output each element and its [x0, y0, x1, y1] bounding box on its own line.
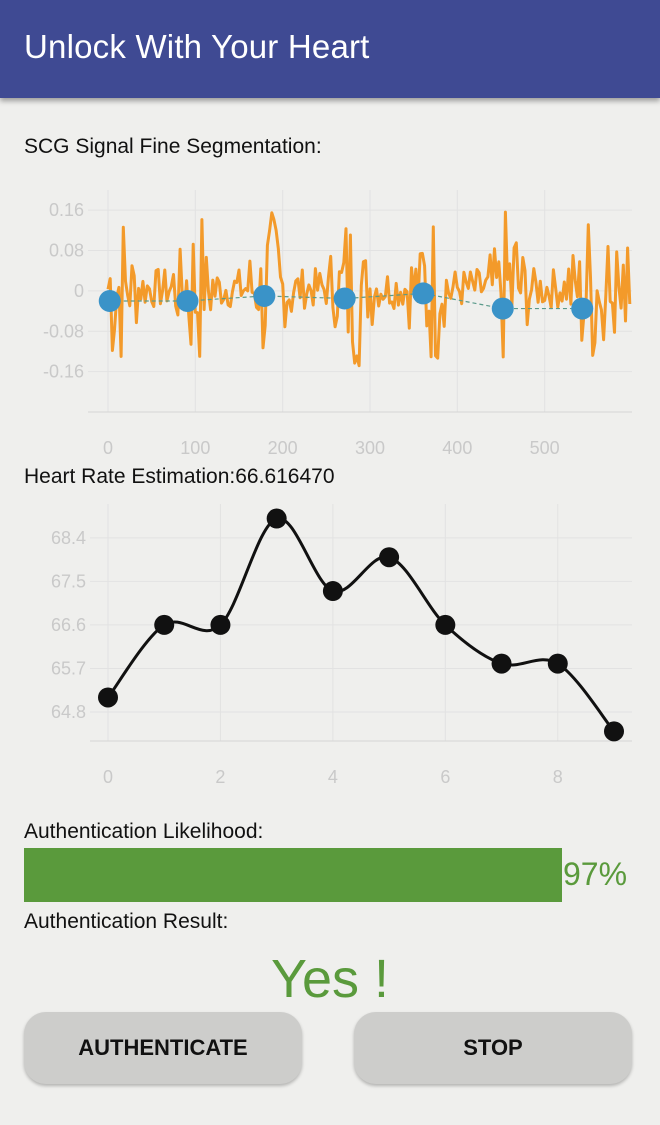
likelihood-progress-fill [24, 848, 562, 902]
heart-rate-point [322, 581, 343, 602]
heart-rate-point [435, 614, 456, 635]
heart-rate-point [604, 721, 624, 742]
y-tick-label: 68.4 [51, 528, 86, 548]
segmentation-point [571, 297, 594, 320]
app-title: Unlock With Your Heart [24, 28, 370, 65]
likelihood-label: Authentication Likelihood: [24, 820, 264, 843]
heart-rate-line [106, 516, 616, 733]
segmentation-point [491, 297, 514, 320]
result-value: Yes ! [270, 949, 390, 1009]
y-tick-label: 0.08 [49, 241, 84, 261]
y-tick-label: -0.08 [43, 321, 84, 341]
x-tick-label: 0 [103, 438, 113, 458]
scg-signal-chart: 0.16 0.08 0 -0.08 -0.16 0 100 200 300 400 500 [43, 190, 632, 458]
heart-rate-point [379, 547, 400, 568]
heart-rate-point [98, 687, 118, 708]
likelihood-progress-bar [24, 848, 564, 902]
x-tick-label: 6 [440, 767, 450, 787]
authenticate-button[interactable]: AUTHENTICATE [24, 1012, 302, 1084]
scg-signal-line [106, 210, 632, 368]
segmentation-point [176, 290, 199, 312]
x-tick-label: 8 [553, 767, 563, 787]
x-tick-label: 300 [355, 438, 385, 458]
heart-rate-point [491, 653, 512, 674]
x-tick-label: 200 [268, 438, 298, 458]
y-tick-label: 0 [74, 281, 84, 301]
segmentation-point [253, 284, 276, 307]
likelihood-percent: 97% [563, 856, 628, 892]
y-tick-label: -0.16 [43, 362, 84, 382]
segmentation-point [98, 290, 121, 312]
x-tick-label: 0 [103, 767, 113, 787]
heart-rate-label: Heart Rate Estimation:66.616470 [24, 465, 335, 488]
heart-rate-point [210, 614, 231, 635]
x-tick-label: 400 [442, 438, 472, 458]
result-label: Authentication Result: [24, 910, 229, 933]
heart-rate-point [266, 508, 287, 529]
heart-rate-chart: 68.4 67.5 66.6 65.7 64.8 0 2 4 6 8 [51, 504, 632, 787]
scg-chart-label: SCG Signal Fine Segmentation: [24, 135, 322, 158]
heart-rate-point [547, 653, 568, 674]
segmentation-point [333, 287, 356, 310]
x-tick-label: 500 [530, 438, 560, 458]
y-tick-label: 67.5 [51, 571, 86, 591]
segmentation-point [412, 282, 435, 305]
app-bar: Unlock With Your Heart [0, 0, 660, 98]
x-tick-label: 4 [328, 767, 338, 787]
y-tick-label: 0.16 [49, 200, 84, 220]
heart-rate-point [154, 614, 175, 635]
stop-button[interactable]: STOP [354, 1012, 632, 1084]
y-tick-label: 64.8 [51, 702, 86, 722]
y-tick-label: 66.6 [51, 615, 86, 635]
y-tick-label: 65.7 [51, 658, 86, 678]
x-tick-label: 2 [215, 767, 225, 787]
x-tick-label: 100 [180, 438, 210, 458]
